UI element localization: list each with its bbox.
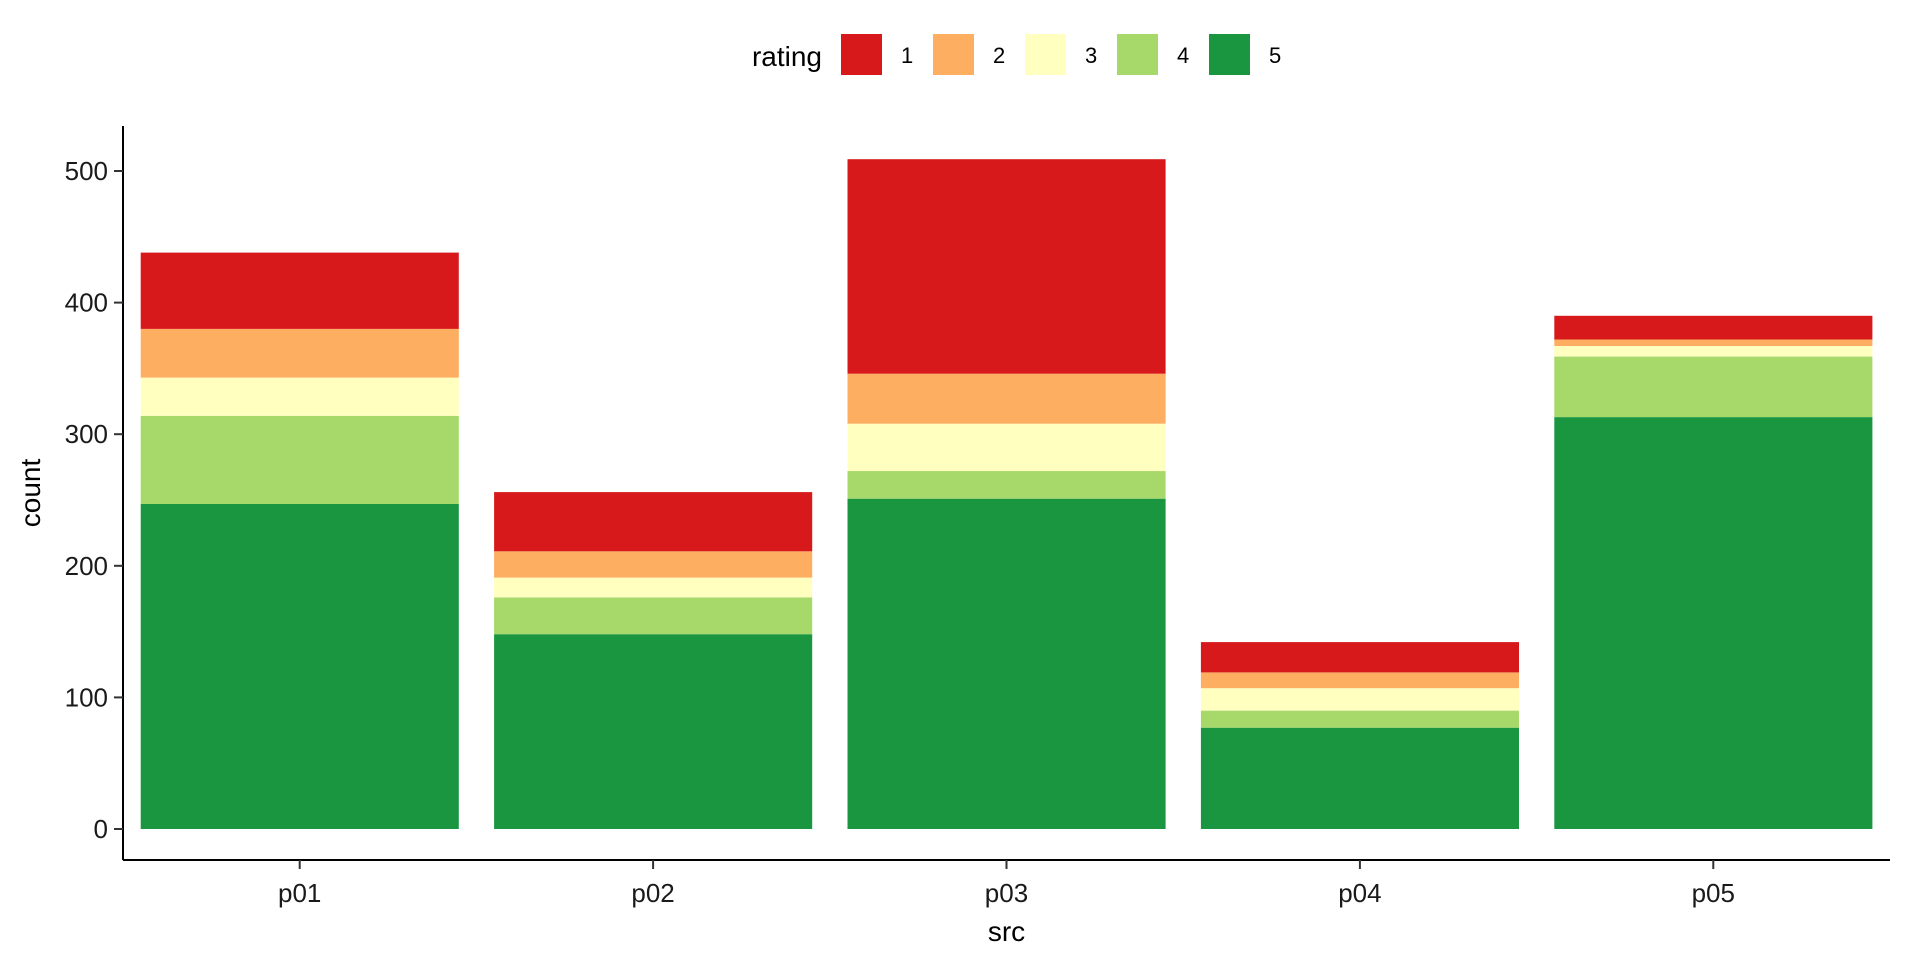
y-tick-label-300: 300: [65, 419, 108, 449]
bar-p03-rating-1: [847, 159, 1166, 374]
bar-p01-rating-3: [140, 377, 459, 416]
legend: rating 1 2 3 4 5: [752, 34, 1281, 75]
bar-p02-rating-2: [494, 551, 813, 578]
y-tick-label-0: 0: [94, 814, 108, 844]
bars: [140, 159, 1873, 829]
x-axis-title: src: [988, 916, 1025, 947]
legend-key-5: [1209, 34, 1250, 75]
bar-p03-rating-4: [847, 471, 1166, 499]
bar-p05-rating-1: [1554, 315, 1873, 340]
bar-p03-rating-5: [847, 498, 1166, 829]
bar-p01-rating-2: [140, 328, 459, 378]
legend-label-5: 5: [1269, 43, 1281, 68]
bar-p01-rating-4: [140, 415, 459, 504]
bar-p02-rating-1: [494, 492, 813, 552]
legend-label-4: 4: [1177, 43, 1189, 68]
bar-p02-rating-4: [494, 597, 813, 635]
bar-p05-rating-4: [1554, 356, 1873, 418]
bar-p02-rating-3: [494, 577, 813, 598]
bar-p01-rating-1: [140, 252, 459, 329]
x-tick-label-p02: p02: [631, 878, 674, 908]
y-tick-label-200: 200: [65, 551, 108, 581]
x-tick-label-p04: p04: [1338, 878, 1381, 908]
bar-p04-rating-5: [1200, 727, 1519, 829]
bar-p04-rating-1: [1200, 642, 1519, 673]
x-tick-label-p05: p05: [1692, 878, 1735, 908]
bar-p05-rating-2: [1554, 339, 1873, 346]
y-tick-label-400: 400: [65, 288, 108, 318]
legend-key-3: [1025, 34, 1066, 75]
bar-p05-rating-3: [1554, 346, 1873, 357]
legend-label-3: 3: [1085, 43, 1097, 68]
bar-p03-rating-2: [847, 373, 1166, 424]
bar-p03-rating-3: [847, 423, 1166, 472]
legend-key-2: [933, 34, 974, 75]
axes: 0 100 200 300 400 500 p01 p02 p03 p04 p05: [65, 126, 1890, 908]
legend-title: rating: [752, 41, 822, 72]
y-tick-label-100: 100: [65, 682, 108, 712]
x-tick-label-p03: p03: [985, 878, 1028, 908]
x-tick-label-p01: p01: [278, 878, 321, 908]
bar-p05-rating-5: [1554, 417, 1873, 829]
y-tick-label-500: 500: [65, 156, 108, 186]
bar-p04-rating-4: [1200, 710, 1519, 728]
legend-key-1: [841, 34, 882, 75]
legend-key-4: [1117, 34, 1158, 75]
legend-label-1: 1: [901, 43, 913, 68]
y-axis-title: count: [15, 459, 46, 528]
bar-p04-rating-3: [1200, 688, 1519, 711]
bar-p04-rating-2: [1200, 672, 1519, 689]
bar-p01-rating-5: [140, 503, 459, 829]
legend-label-2: 2: [993, 43, 1005, 68]
bar-p02-rating-5: [494, 634, 813, 829]
